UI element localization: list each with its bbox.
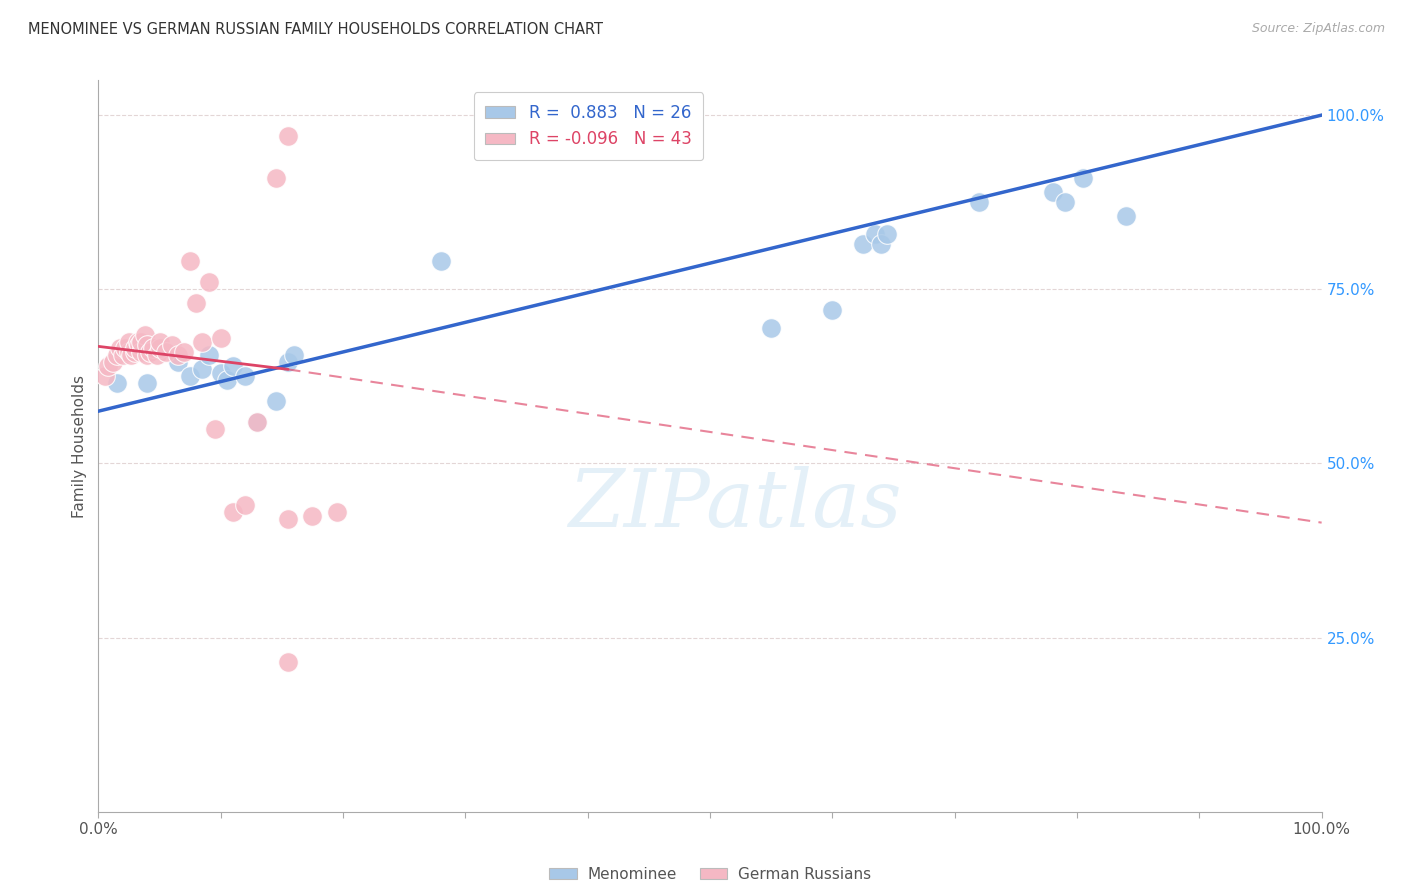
Point	[118, 334, 141, 349]
Point	[283, 348, 305, 362]
Point	[209, 331, 232, 345]
Point	[204, 421, 226, 435]
Point	[430, 254, 453, 268]
Point	[1115, 209, 1137, 223]
Point	[118, 345, 141, 359]
Point	[167, 355, 190, 369]
Point	[167, 348, 190, 362]
Point	[186, 296, 208, 310]
Point	[967, 195, 990, 210]
Point	[870, 237, 893, 252]
Point	[277, 655, 299, 669]
Point	[277, 355, 299, 369]
Point	[111, 348, 134, 362]
Point	[863, 227, 886, 241]
Point	[264, 393, 287, 408]
Point	[110, 342, 132, 356]
Point	[191, 362, 214, 376]
Point	[139, 345, 162, 359]
Point	[821, 303, 844, 318]
Point	[128, 338, 150, 352]
Point	[124, 345, 146, 359]
Text: Source: ZipAtlas.com: Source: ZipAtlas.com	[1251, 22, 1385, 36]
Point	[233, 498, 256, 512]
Point	[876, 227, 898, 241]
Point	[105, 376, 128, 391]
Point	[134, 327, 156, 342]
Point	[1071, 170, 1094, 185]
Point	[277, 128, 299, 143]
Point	[191, 334, 214, 349]
Point	[246, 415, 269, 429]
Point	[222, 359, 245, 373]
Point	[155, 345, 177, 359]
Point	[101, 355, 124, 369]
Point	[209, 366, 232, 380]
Point	[136, 348, 159, 362]
Point	[136, 376, 159, 391]
Point	[146, 348, 169, 362]
Point	[246, 415, 269, 429]
Point	[215, 373, 238, 387]
Point	[222, 505, 245, 519]
Text: MENOMINEE VS GERMAN RUSSIAN FAMILY HOUSEHOLDS CORRELATION CHART: MENOMINEE VS GERMAN RUSSIAN FAMILY HOUSE…	[28, 22, 603, 37]
Point	[173, 345, 195, 359]
Point	[197, 348, 219, 362]
Point	[142, 342, 165, 356]
Point	[277, 512, 299, 526]
Point	[1053, 195, 1076, 210]
Point	[129, 345, 152, 359]
Y-axis label: Family Households: Family Households	[72, 375, 87, 517]
Point	[233, 369, 256, 384]
Point	[127, 334, 149, 349]
Point	[301, 508, 323, 523]
Point	[160, 338, 183, 352]
Point	[1042, 185, 1064, 199]
Point	[149, 342, 172, 356]
Point	[326, 505, 349, 519]
Point	[97, 359, 120, 373]
Point	[179, 254, 201, 268]
Point	[93, 369, 115, 384]
Point	[124, 342, 146, 356]
Point	[105, 348, 128, 362]
Point	[136, 338, 159, 352]
Point	[114, 342, 136, 356]
Point	[129, 334, 152, 349]
Point	[120, 348, 142, 362]
Point	[179, 369, 201, 384]
Point	[761, 320, 783, 334]
Point	[197, 275, 219, 289]
Point	[149, 334, 172, 349]
Legend: Menominee, German Russians: Menominee, German Russians	[543, 861, 877, 888]
Text: ZIPatlas: ZIPatlas	[568, 466, 901, 543]
Point	[264, 170, 287, 185]
Point	[852, 237, 875, 252]
